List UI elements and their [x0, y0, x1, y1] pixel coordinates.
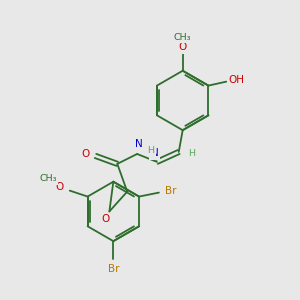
Text: CH₃: CH₃: [39, 174, 57, 183]
Text: N: N: [151, 148, 159, 158]
Text: CH₃: CH₃: [174, 33, 191, 42]
Text: O: O: [56, 182, 64, 192]
Text: O: O: [101, 214, 110, 224]
Text: N: N: [135, 139, 143, 149]
Text: H: H: [148, 146, 154, 154]
Text: O: O: [178, 42, 187, 52]
Text: O: O: [82, 149, 90, 159]
Text: Br: Br: [165, 186, 176, 196]
Text: Br: Br: [108, 264, 119, 274]
Text: H: H: [188, 149, 195, 158]
Text: OH: OH: [228, 75, 244, 85]
